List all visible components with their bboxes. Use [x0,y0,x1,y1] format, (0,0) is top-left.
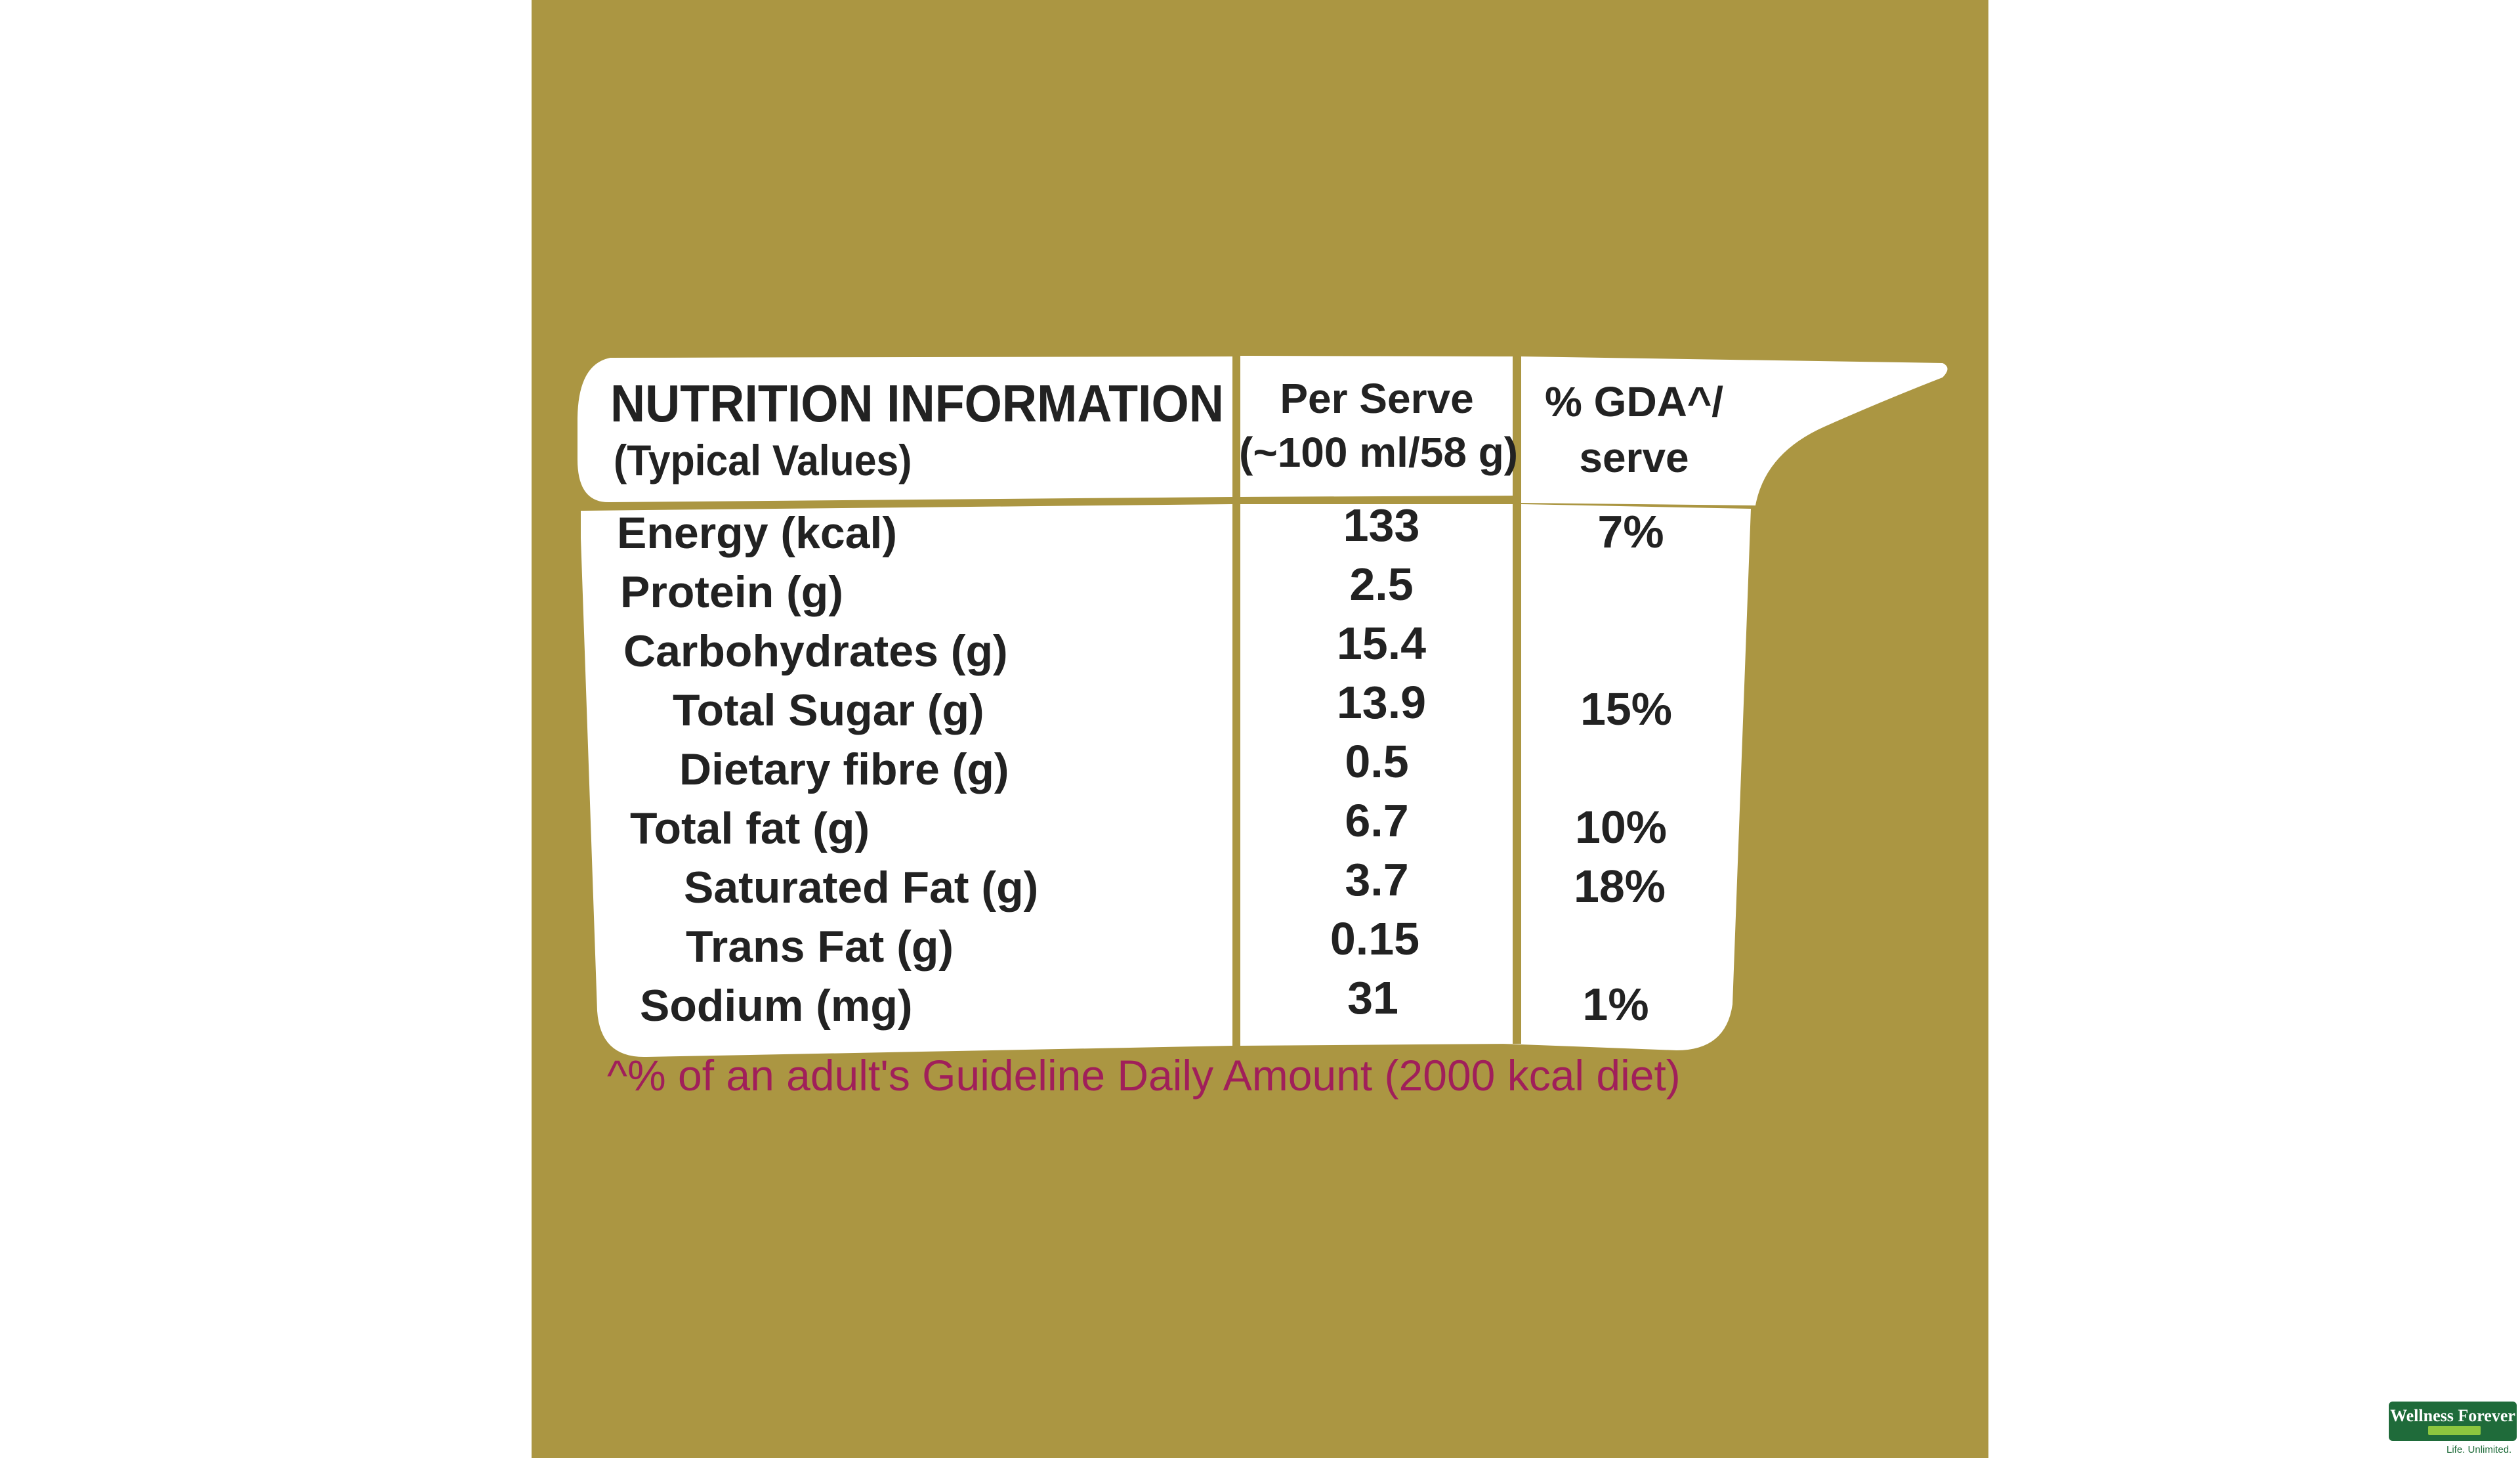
nutrient-saturated-fat: Saturated Fat (g) [684,863,1039,912]
logo-subbar [2428,1426,2481,1435]
value-dietary-fibre: 0.5 [1345,736,1409,787]
nutrient-dietary-fibre: Dietary fibre (g) [679,744,1009,794]
nutrient-sodium: Sodium (mg) [640,981,913,1031]
value-saturated-fat: 3.7 [1345,854,1409,905]
nutrient-total-fat: Total fat (g) [630,804,870,853]
per-serve-header-line2: (~100 ml/58 g) [1239,429,1519,476]
value-carbohydrates: 15.4 [1336,618,1427,669]
nutrient-protein: Protein (g) [620,567,843,617]
gda-footnote: ^% of an adult's Guideline Daily Amount … [607,1051,1681,1100]
gda-energy: 7% [1597,506,1664,557]
nutrient-carbohydrates: Carbohydrates (g) [623,626,1008,676]
value-total-fat: 6.7 [1345,795,1409,846]
label-subtitle: (Typical Values) [614,436,912,484]
gda-header-line1: % GDA^/ [1544,378,1724,425]
per-serve-header-line1: Per Serve [1280,375,1474,422]
value-protein: 2.5 [1349,559,1414,610]
logo-tagline: Life. Unlimited. [2446,1444,2512,1455]
gda-total-sugar: 15% [1580,683,1673,735]
gda-total-fat: 10% [1574,802,1668,853]
nutrient-trans-fat: Trans Fat (g) [686,922,954,972]
gda-sodium: 1% [1582,979,1649,1030]
nutrient-total-sugar: Total Sugar (g) [673,685,984,735]
label-title: NUTRITION INFORMATION [610,374,1224,433]
value-total-sugar: 13.9 [1336,677,1427,728]
gda-header-line2: serve [1579,434,1689,481]
value-trans-fat: 0.15 [1330,913,1420,964]
value-energy: 133 [1343,500,1420,551]
value-sodium: 31 [1347,972,1398,1023]
nutrient-energy: Energy (kcal) [617,508,898,558]
wellness-forever-logo: Wellness Forever [2389,1402,2517,1441]
gda-saturated-fat: 18% [1573,861,1666,912]
